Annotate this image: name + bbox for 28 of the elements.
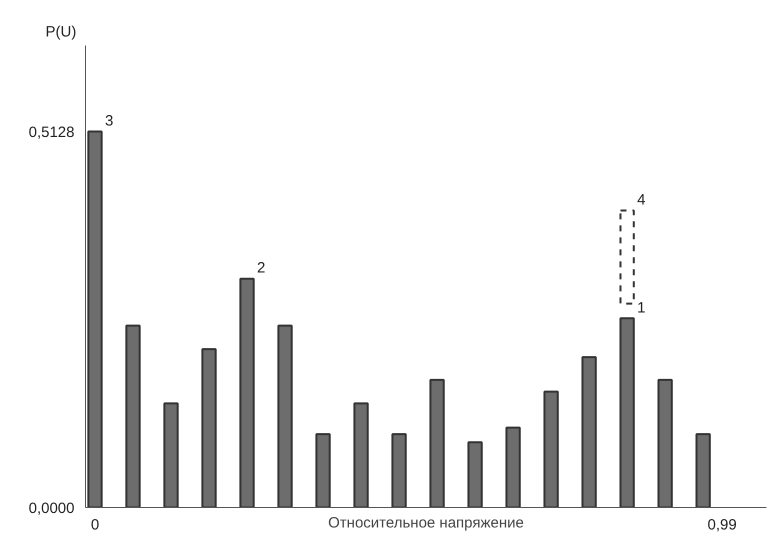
bar <box>467 441 483 508</box>
bar <box>696 433 711 508</box>
y-axis-title: P(U) <box>46 24 76 40</box>
x-tick-label: 0,99 <box>708 516 737 534</box>
bar <box>125 324 141 508</box>
bar <box>505 426 521 508</box>
bar <box>277 324 293 508</box>
bar <box>429 378 445 508</box>
bar <box>619 317 635 508</box>
bar <box>581 356 597 508</box>
x-axis-title: Относительное напряжение <box>328 514 524 532</box>
bar <box>163 402 179 508</box>
bar <box>87 130 103 508</box>
bar <box>315 433 331 508</box>
bar <box>353 402 369 508</box>
annotation: 2 <box>257 260 266 277</box>
bar <box>239 278 255 508</box>
y-tick-label: 0,5128 <box>28 124 75 141</box>
bar <box>201 348 217 508</box>
bar <box>657 378 673 508</box>
bar <box>543 390 559 508</box>
bar <box>619 210 635 305</box>
y-tick-label: 0,0000 <box>28 500 75 517</box>
annotation: 1 <box>637 299 646 316</box>
annotation: 3 <box>105 112 114 130</box>
annotation: 4 <box>637 192 646 208</box>
x-tick-label: 0 <box>90 516 100 534</box>
bar <box>391 433 407 508</box>
